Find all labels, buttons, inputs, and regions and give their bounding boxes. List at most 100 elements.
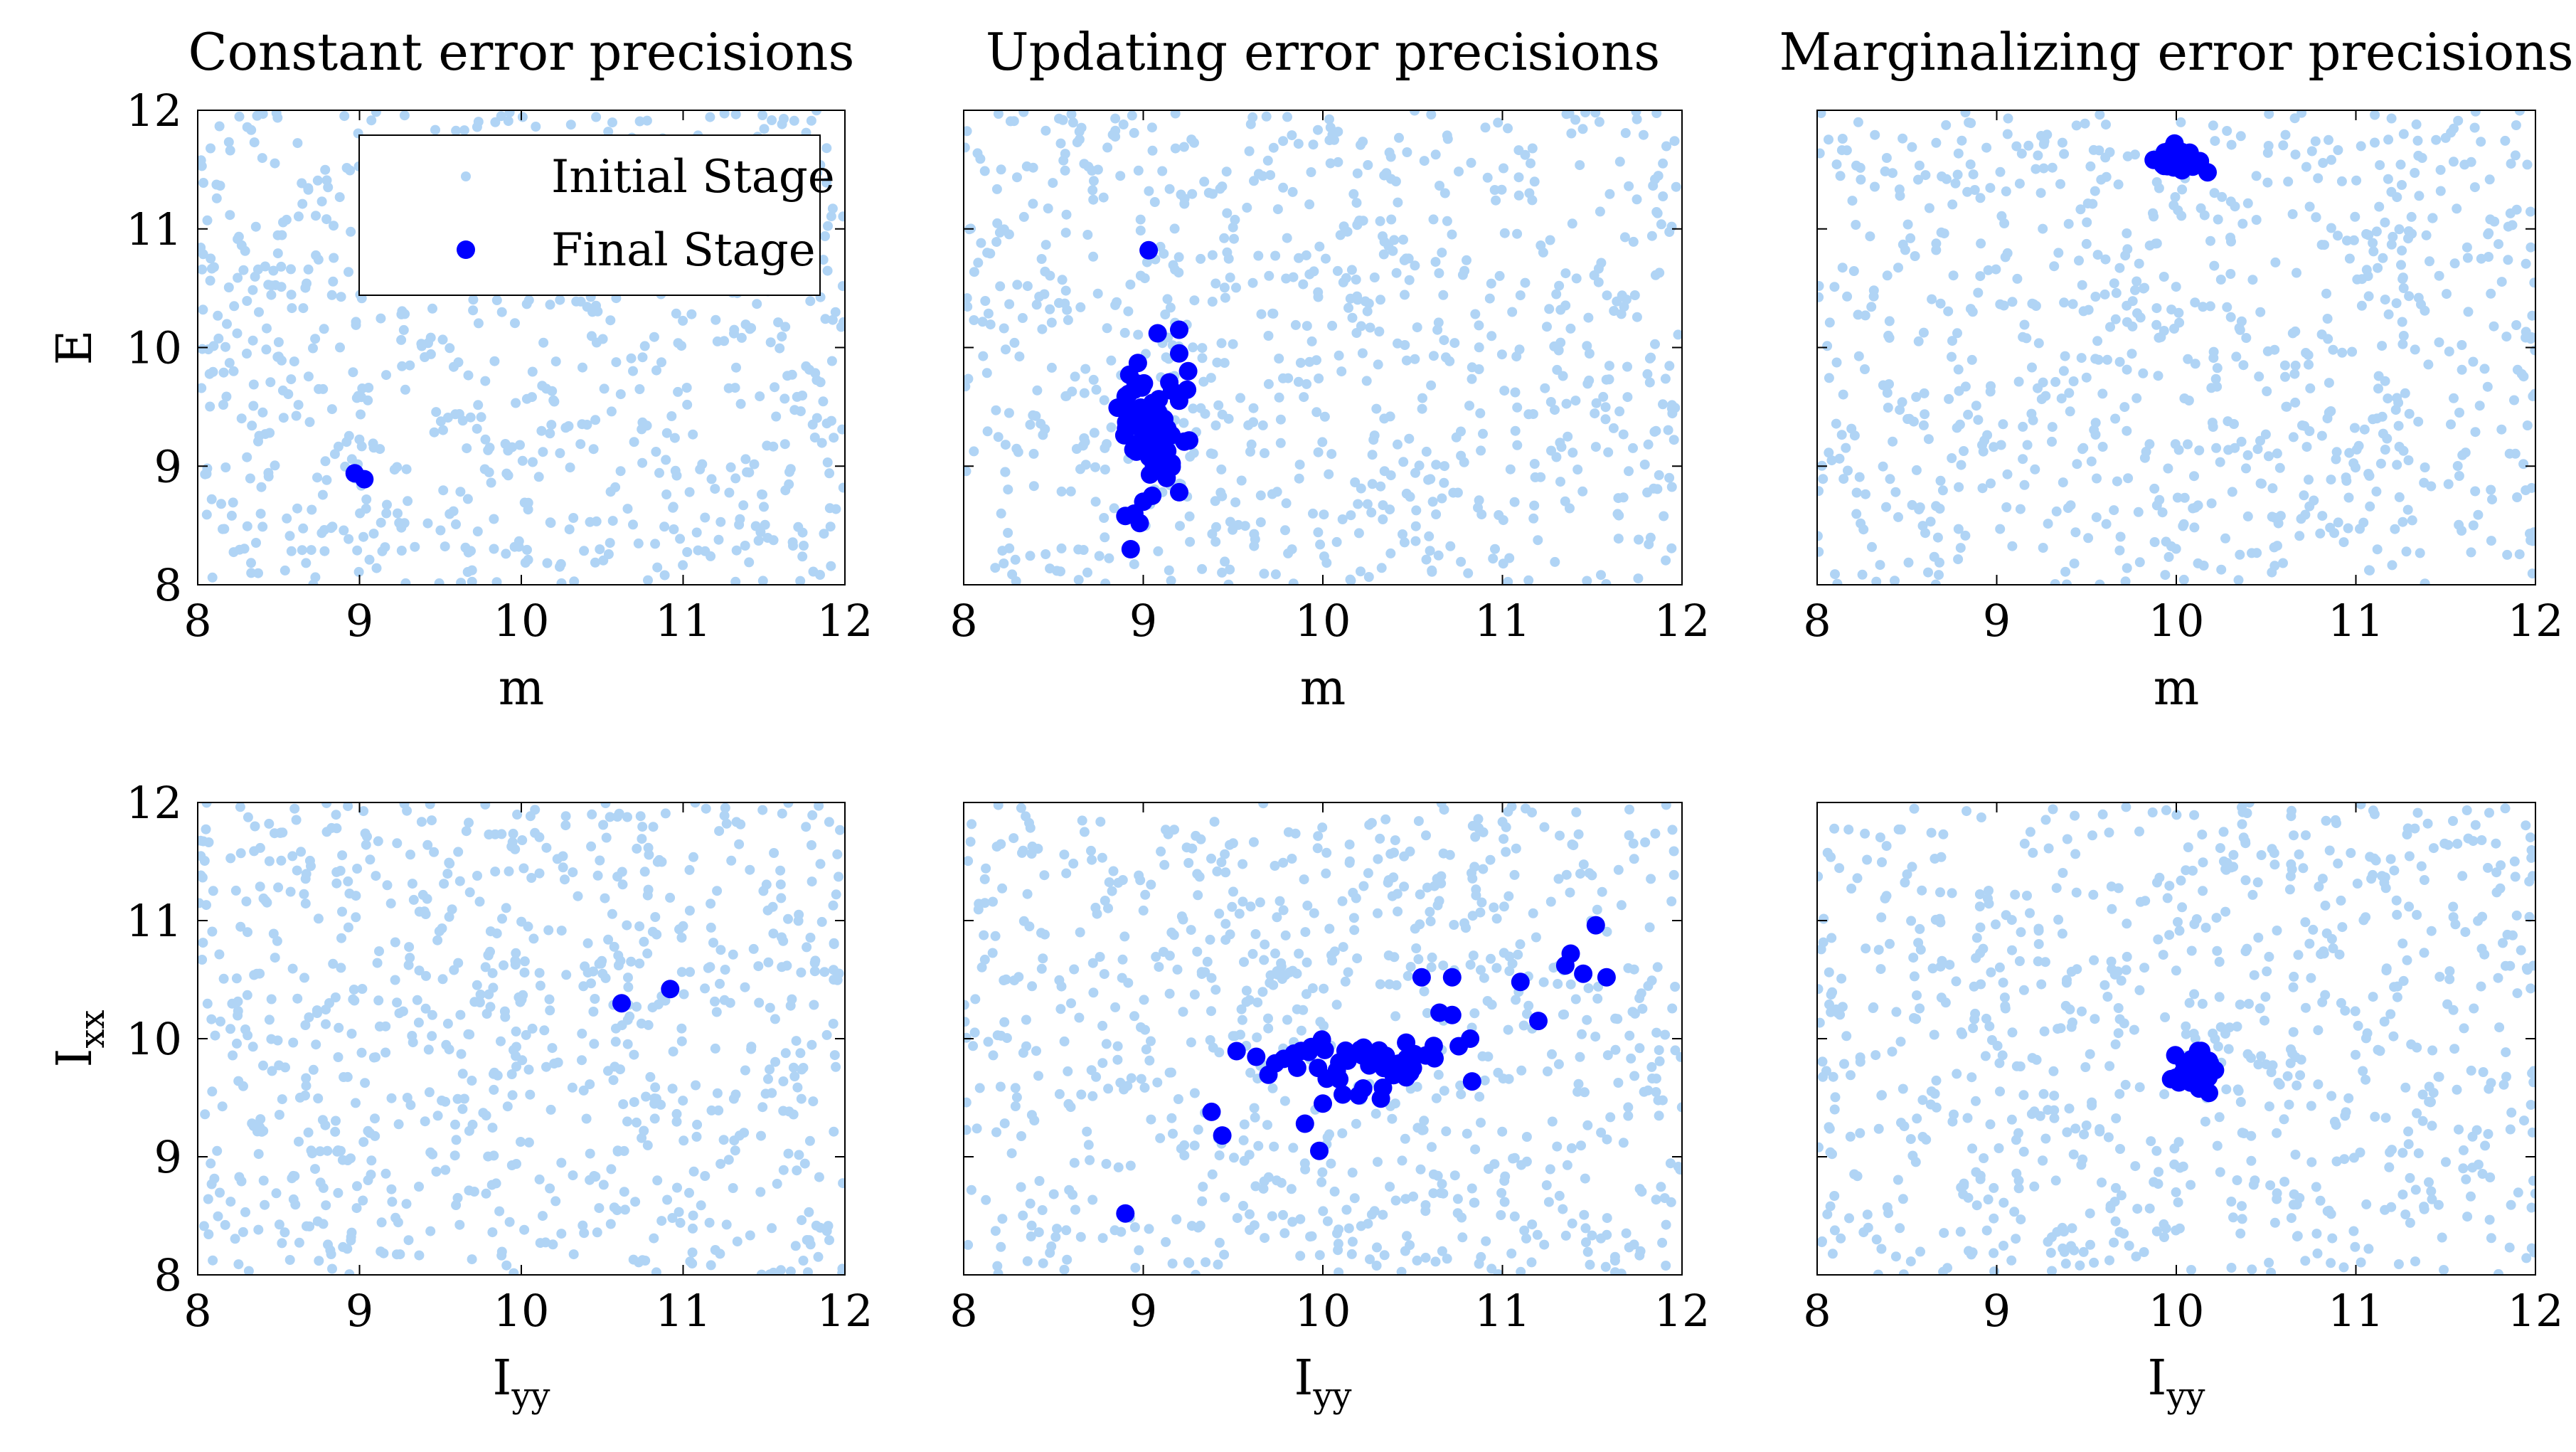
final-point — [1170, 344, 1188, 363]
initial-point — [740, 982, 750, 992]
initial-point — [2389, 982, 2400, 992]
initial-point — [371, 1052, 380, 1063]
initial-point — [2353, 1020, 2363, 1031]
initial-point — [2122, 951, 2132, 962]
initial-point — [1229, 1152, 1239, 1163]
initial-point — [1189, 1088, 1200, 1098]
initial-point — [1513, 949, 1523, 960]
initial-point — [247, 420, 257, 431]
initial-point — [238, 1226, 248, 1237]
initial-point — [752, 299, 762, 309]
initial-point — [2200, 1116, 2210, 1127]
initial-point — [2331, 1156, 2342, 1167]
initial-point — [1113, 877, 1124, 888]
initial-point — [2002, 469, 2013, 479]
initial-point — [804, 1135, 815, 1146]
initial-point — [233, 272, 243, 283]
initial-point — [2348, 458, 2359, 469]
initial-point — [1836, 973, 1847, 984]
initial-point — [1661, 1261, 1671, 1271]
initial-point — [2454, 471, 2464, 481]
initial-point — [2092, 473, 2102, 484]
initial-point — [1028, 448, 1039, 459]
initial-point — [1258, 1183, 1269, 1194]
initial-point — [561, 970, 572, 980]
initial-point — [678, 921, 688, 931]
initial-point — [434, 578, 445, 585]
initial-point — [2368, 992, 2378, 1002]
initial-point — [1539, 1239, 1550, 1250]
y-tick-label: 12 — [126, 777, 182, 829]
initial-point — [2439, 1265, 2449, 1275]
initial-point — [241, 896, 252, 907]
initial-point — [1583, 312, 1594, 323]
initial-point — [2067, 299, 2078, 309]
initial-point — [991, 237, 1002, 247]
initial-point — [1568, 840, 1579, 851]
initial-point — [1088, 987, 1099, 998]
initial-point — [1316, 1177, 1327, 1187]
initial-point — [834, 968, 844, 979]
initial-point — [1426, 962, 1437, 973]
initial-point — [1902, 219, 1913, 230]
initial-point — [626, 956, 637, 967]
initial-point — [1955, 543, 1966, 553]
initial-point — [1245, 901, 1256, 912]
initial-point — [753, 536, 764, 546]
initial-point — [2416, 861, 2427, 871]
initial-point — [2383, 174, 2393, 184]
initial-point — [2122, 228, 2132, 238]
initial-point — [491, 577, 502, 585]
initial-point — [2026, 408, 2037, 419]
initial-point — [691, 527, 702, 538]
initial-point — [1234, 908, 1245, 919]
initial-point — [999, 323, 1009, 334]
initial-point — [2428, 843, 2439, 854]
initial-point — [515, 440, 525, 450]
initial-point — [719, 810, 730, 821]
initial-point — [999, 1118, 1010, 1129]
initial-point — [1265, 970, 1276, 980]
initial-point — [1134, 1245, 1144, 1256]
initial-point — [1552, 364, 1563, 375]
initial-point — [2121, 965, 2131, 975]
initial-point — [1943, 306, 1954, 317]
initial-point — [2212, 945, 2223, 956]
initial-point — [351, 912, 361, 923]
initial-point — [565, 462, 575, 473]
initial-point — [292, 865, 302, 876]
final-point — [1442, 1005, 1462, 1024]
initial-point — [724, 487, 735, 498]
initial-point — [2162, 893, 2173, 903]
initial-point — [2379, 1017, 2390, 1027]
initial-point — [715, 945, 726, 955]
initial-point — [1161, 1236, 1171, 1247]
initial-point — [2505, 1124, 2516, 1135]
initial-point — [1832, 578, 1843, 585]
initial-point — [757, 110, 768, 120]
initial-point — [461, 826, 472, 837]
initial-point — [577, 1055, 587, 1066]
initial-point — [819, 529, 829, 539]
initial-point — [310, 1164, 320, 1175]
initial-point — [1467, 1183, 1477, 1194]
initial-point — [2033, 939, 2044, 949]
initial-point — [990, 931, 1001, 941]
initial-point — [1439, 461, 1449, 472]
initial-point — [2122, 563, 2132, 573]
initial-point — [2525, 832, 2535, 843]
initial-point — [720, 965, 730, 975]
initial-point — [1838, 474, 1849, 484]
initial-point — [2022, 891, 2032, 901]
initial-point — [368, 438, 378, 449]
initial-point — [371, 563, 382, 573]
initial-point — [511, 1061, 521, 1072]
initial-point — [1028, 481, 1039, 492]
initial-point — [442, 869, 453, 879]
initial-point — [371, 871, 381, 881]
initial-point — [821, 1226, 832, 1236]
initial-point — [1881, 502, 1891, 512]
initial-point — [2018, 985, 2029, 995]
initial-point — [1618, 429, 1629, 440]
initial-point — [795, 406, 806, 417]
